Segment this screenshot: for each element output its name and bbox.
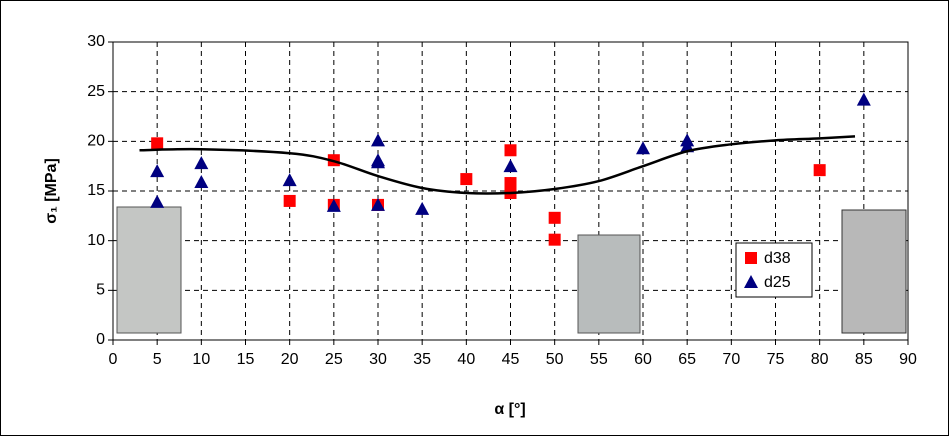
x-tick-label: 35: [413, 351, 431, 368]
point: [151, 137, 164, 150]
point: [460, 173, 473, 186]
x-tick-label: 15: [237, 351, 255, 368]
x-tick-label: 45: [502, 351, 520, 368]
point: [371, 133, 385, 147]
legend-swatch: [745, 252, 757, 264]
point: [326, 198, 341, 212]
point: [504, 144, 517, 157]
point: [856, 92, 871, 106]
x-tick-label: 70: [722, 351, 740, 368]
point: [194, 175, 209, 189]
y-tick-label: 0: [96, 331, 105, 348]
point: [680, 139, 695, 153]
specimen-photo: [116, 206, 182, 334]
x-tick-label: 40: [457, 351, 475, 368]
point: [548, 233, 561, 246]
point: [150, 194, 165, 208]
point: [813, 164, 826, 177]
y-tick-label: 15: [87, 182, 105, 199]
x-tick-label: 60: [634, 351, 652, 368]
specimen-photo: [577, 234, 641, 334]
x-tick-label: 20: [281, 351, 299, 368]
y-tick-label: 10: [87, 232, 105, 249]
trend-line: [139, 135, 856, 195]
point: [415, 201, 430, 215]
x-axis-label: α [°]: [494, 401, 525, 418]
y-tick-label: 5: [96, 282, 105, 299]
y-tick-label: 30: [87, 33, 105, 50]
point: [503, 159, 518, 173]
legend-swatch: [744, 275, 758, 288]
legend-label: d25: [764, 274, 791, 291]
x-tick-label: 65: [678, 351, 696, 368]
specimen-photo: [841, 209, 907, 334]
x-tick-label: 30: [369, 351, 387, 368]
x-tick-label: 75: [767, 351, 785, 368]
point: [282, 173, 297, 187]
x-tick-label: 25: [325, 351, 343, 368]
point: [548, 211, 561, 224]
point: [283, 194, 296, 207]
x-tick-label: 85: [855, 351, 873, 368]
point: [636, 141, 650, 155]
point: [371, 155, 385, 169]
x-tick-label: 50: [546, 351, 564, 368]
x-tick-label: 55: [590, 351, 608, 368]
point: [150, 164, 165, 178]
y-axis-label: σ₁ [MPa]: [43, 158, 60, 224]
x-tick-label: 80: [811, 351, 829, 368]
y-tick-label: 20: [87, 133, 105, 150]
point: [371, 197, 385, 211]
x-tick-label: 0: [109, 351, 118, 368]
x-tick-label: 90: [899, 351, 917, 368]
x-tick-label: 10: [192, 351, 210, 368]
y-tick-label: 25: [87, 83, 105, 100]
point: [194, 156, 209, 170]
marks: [139, 92, 871, 246]
legend-label: d38: [764, 250, 791, 267]
point: [504, 177, 517, 190]
x-tick-label: 5: [153, 351, 162, 368]
